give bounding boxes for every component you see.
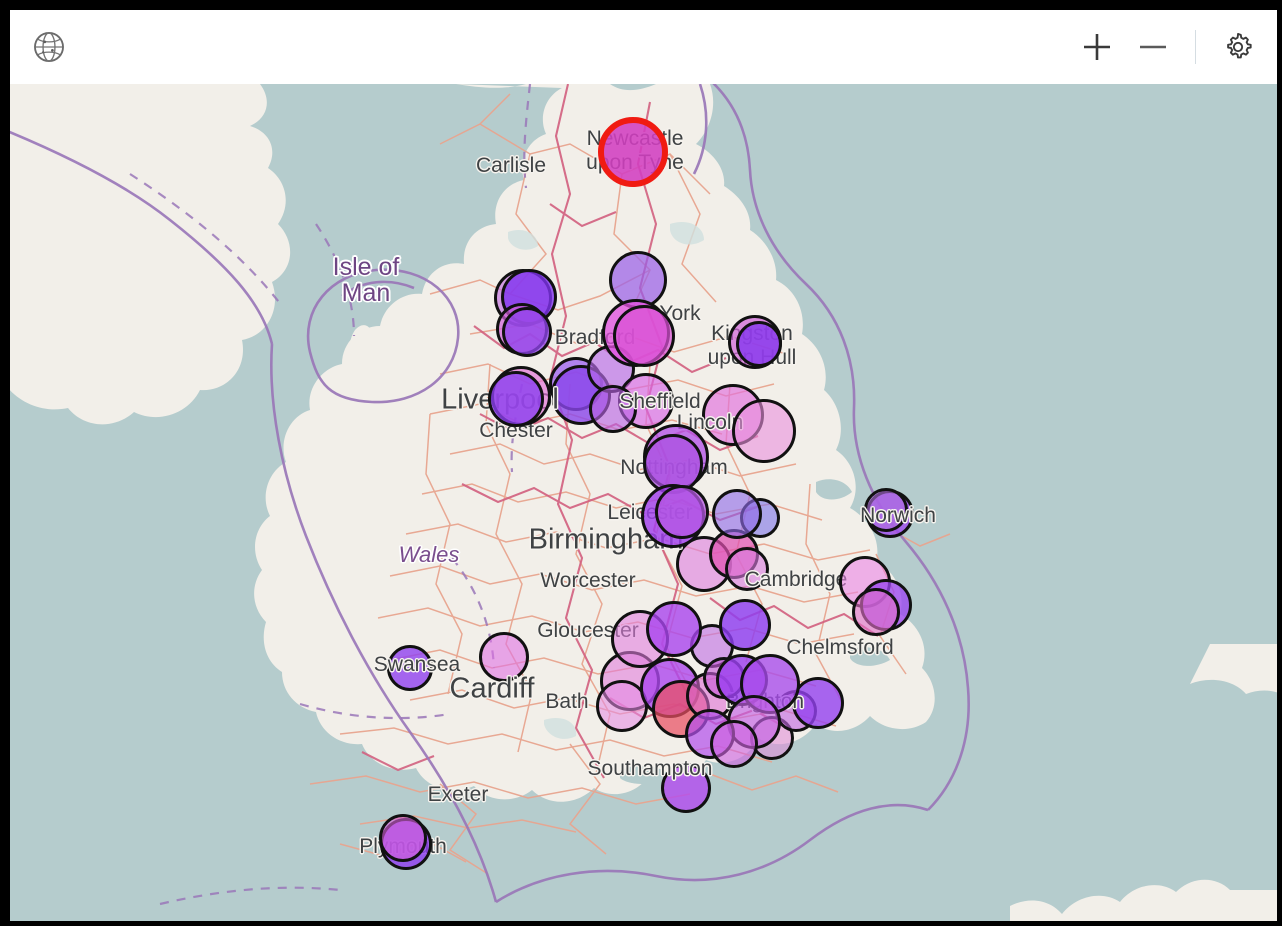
zoom-out-button[interactable]: [1127, 21, 1179, 73]
toolbar-divider: [1195, 30, 1196, 64]
map-marker[interactable]: [502, 307, 552, 357]
map-label: Carlisle: [475, 154, 547, 177]
map-marker[interactable]: [719, 599, 771, 651]
top-toolbar: [10, 10, 1277, 84]
globe-icon: [32, 30, 66, 64]
map-marker[interactable]: [613, 305, 675, 367]
map-marker[interactable]: [387, 645, 433, 691]
map-label: Wales: [398, 542, 460, 567]
map-marker[interactable]: [589, 385, 637, 433]
map-marker[interactable]: [732, 399, 796, 463]
map-marker[interactable]: [792, 677, 844, 729]
zoom-in-button[interactable]: [1071, 21, 1123, 73]
gear-icon: [1220, 29, 1256, 65]
map-label: Worcester: [540, 569, 636, 592]
map-marker[interactable]: [479, 632, 529, 682]
map-marker[interactable]: [488, 371, 544, 427]
map-marker[interactable]: [646, 601, 702, 657]
map-label: Chelmsford: [786, 636, 894, 659]
map-marker[interactable]: [712, 489, 762, 539]
map-marker[interactable]: [852, 588, 900, 636]
map-marker[interactable]: [736, 321, 782, 367]
toolbar-right-group: [1071, 21, 1264, 73]
plus-icon: [1077, 27, 1117, 67]
settings-button[interactable]: [1212, 21, 1264, 73]
map-marker[interactable]: [379, 814, 427, 862]
map-marker[interactable]: [710, 720, 758, 768]
map-label: Isle of Man: [332, 252, 400, 307]
marker-layer: [10, 84, 1277, 921]
map-marker[interactable]: [725, 547, 769, 591]
map-label: Exeter: [427, 783, 489, 806]
minus-icon: [1133, 27, 1173, 67]
map-label: Bath: [545, 690, 589, 713]
map-marker[interactable]: [661, 763, 711, 813]
map-canvas[interactable]: CarlisleNewcastle upon TyneIsle of ManYo…: [10, 84, 1277, 921]
map-marker[interactable]: [864, 488, 908, 532]
map-marker-selected[interactable]: [598, 117, 668, 187]
map-marker[interactable]: [596, 680, 648, 732]
map-marker[interactable]: [655, 485, 709, 539]
toolbar-left-group: [32, 30, 66, 64]
